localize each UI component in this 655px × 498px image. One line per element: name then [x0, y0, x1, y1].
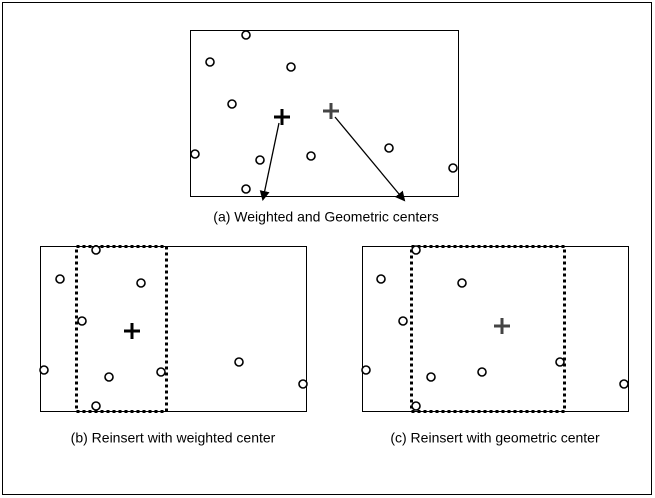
panel-c: (c) Reinsert with geometric center — [361, 245, 629, 446]
region — [40, 246, 307, 412]
weighted-center — [274, 109, 290, 125]
points — [190, 30, 458, 194]
reinsert-window — [410, 245, 566, 413]
arrow — [259, 122, 280, 201]
geometric-center — [494, 318, 510, 334]
caption: (c) Reinsert with geometric center — [390, 430, 600, 446]
region — [362, 246, 629, 412]
arrow — [334, 116, 406, 202]
region — [190, 30, 459, 197]
reinsert-window — [75, 245, 168, 413]
geometric-center — [323, 103, 339, 119]
panel-a: (a) Weighted and Geometric centers — [190, 30, 459, 225]
caption: (a) Weighted and Geometric centers — [213, 209, 438, 225]
caption: (b) Reinsert with weighted center — [71, 430, 276, 446]
points — [361, 245, 629, 411]
panel-b: (b) Reinsert with weighted center — [39, 245, 308, 446]
weighted-center — [124, 323, 140, 339]
points — [39, 245, 308, 411]
